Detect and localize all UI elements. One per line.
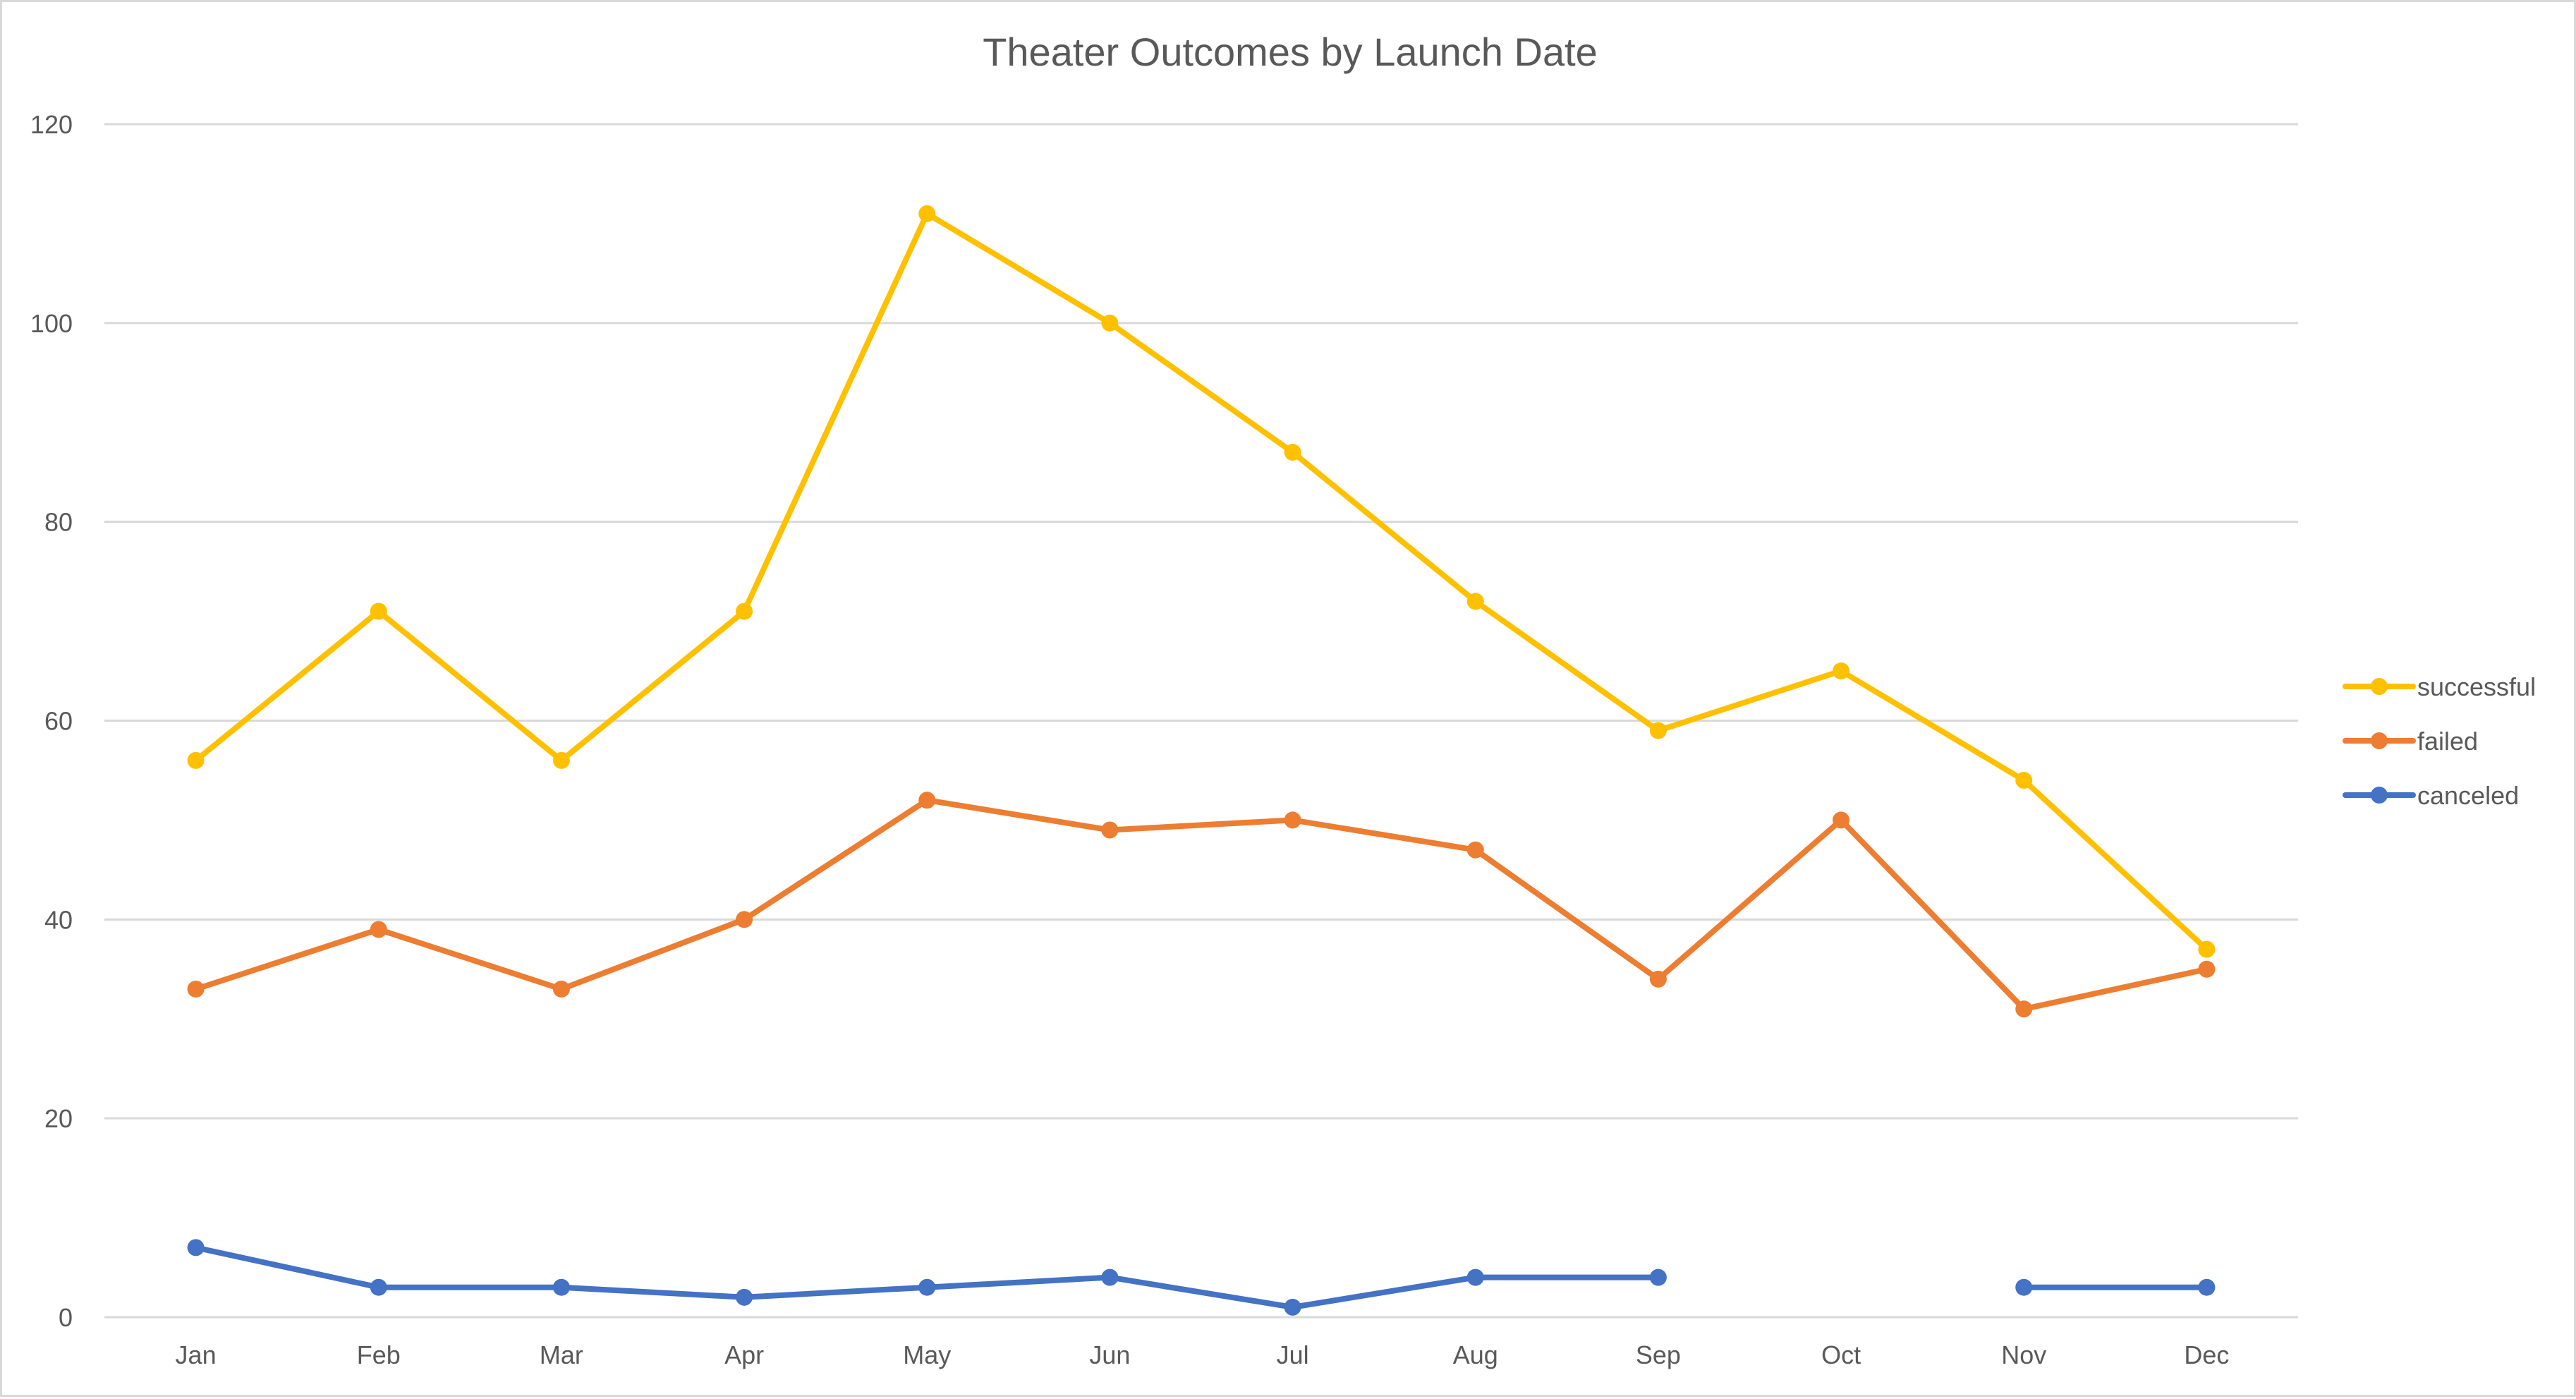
x-tick-label: Feb xyxy=(357,1340,401,1369)
data-point-canceled xyxy=(1466,1268,1484,1286)
data-point-canceled xyxy=(187,1239,205,1256)
series-successful xyxy=(187,205,2216,958)
y-tick-label: 80 xyxy=(44,508,73,537)
y-tick-label: 0 xyxy=(59,1303,73,1332)
x-tick-label: Sep xyxy=(1636,1340,1681,1369)
x-tick-label: Oct xyxy=(1821,1340,1861,1369)
data-point-successful xyxy=(1101,314,1119,332)
legend-label: failed xyxy=(2417,727,2478,756)
legend-label: canceled xyxy=(2417,781,2519,810)
data-point-successful xyxy=(918,205,936,222)
data-point-canceled xyxy=(370,1278,387,1296)
data-point-failed xyxy=(2015,1000,2033,1018)
y-tick-label: 60 xyxy=(44,707,73,736)
x-tick-label: May xyxy=(903,1340,951,1369)
data-point-canceled xyxy=(736,1288,753,1306)
series-line-successful xyxy=(193,210,2210,952)
y-tick-label: 20 xyxy=(44,1104,73,1133)
data-point-successful xyxy=(370,602,387,620)
data-point-canceled xyxy=(1649,1268,1667,1286)
legend-marker xyxy=(2371,678,2388,695)
data-point-canceled xyxy=(552,1278,570,1296)
y-tick-label: 100 xyxy=(30,309,73,338)
data-point-canceled xyxy=(2198,1278,2216,1296)
series-line-failed xyxy=(193,797,2210,1012)
data-point-failed xyxy=(187,980,205,998)
x-tick-label: Apr xyxy=(724,1340,764,1369)
legend-marker xyxy=(2371,732,2388,749)
data-point-canceled xyxy=(1284,1298,1301,1316)
x-tick-label: Dec xyxy=(2184,1340,2229,1369)
data-point-successful xyxy=(1649,722,1667,739)
x-tick-label: Aug xyxy=(1453,1340,1498,1369)
chart-title: Theater Outcomes by Launch Date xyxy=(983,30,1598,74)
data-point-failed xyxy=(1284,811,1301,829)
legend-entry-canceled: canceled xyxy=(2343,781,2519,810)
series-failed xyxy=(187,792,2216,1018)
x-tick-label: Jul xyxy=(1277,1340,1309,1369)
data-point-successful xyxy=(187,751,205,769)
data-point-failed xyxy=(370,921,387,938)
x-tick-label: Jun xyxy=(1089,1340,1130,1369)
y-tick-label: 120 xyxy=(30,110,73,139)
data-point-failed xyxy=(1466,841,1484,859)
data-point-failed xyxy=(736,911,753,928)
data-point-canceled xyxy=(918,1278,936,1296)
data-point-canceled xyxy=(2015,1278,2033,1296)
legend-entry-successful: successful xyxy=(2343,672,2536,701)
legend-label: successful xyxy=(2417,672,2536,701)
data-point-successful xyxy=(736,602,753,620)
x-tick-label: Mar xyxy=(540,1340,583,1369)
x-tick-label: Jan xyxy=(176,1340,217,1369)
data-point-failed xyxy=(1649,970,1667,988)
data-point-canceled xyxy=(1101,1268,1119,1286)
x-tick-label: Nov xyxy=(2001,1340,2046,1369)
data-point-failed xyxy=(552,980,570,998)
legend-marker xyxy=(2371,787,2388,804)
y-tick-label: 40 xyxy=(44,905,73,934)
data-point-successful xyxy=(2198,940,2216,958)
data-point-failed xyxy=(1833,811,1850,829)
data-point-failed xyxy=(1101,821,1119,839)
data-point-successful xyxy=(1833,662,1850,680)
data-point-successful xyxy=(1466,593,1484,610)
series-canceled xyxy=(187,1239,2216,1316)
series-line-canceled xyxy=(193,1244,2210,1310)
data-point-failed xyxy=(918,792,936,809)
data-point-successful xyxy=(1284,444,1301,461)
data-point-successful xyxy=(552,751,570,769)
legend-entry-failed: failed xyxy=(2343,727,2478,756)
data-point-successful xyxy=(2015,772,2033,789)
data-point-failed xyxy=(2198,960,2216,978)
